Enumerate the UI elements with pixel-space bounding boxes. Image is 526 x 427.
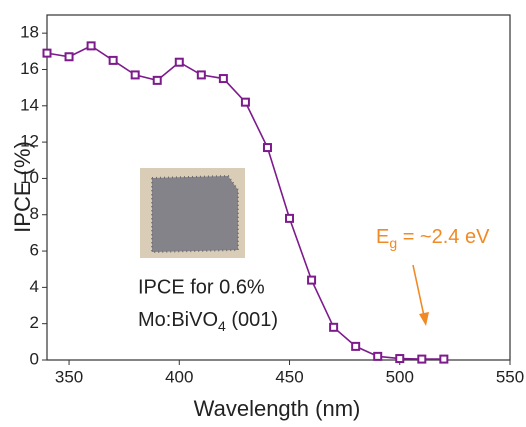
y-tick-label: 12: [20, 132, 39, 151]
gap-b: = ~2.4 eV: [397, 226, 490, 248]
x-axis-label: Wavelength (nm): [194, 396, 361, 421]
y-axis-label: IPCE (%): [10, 141, 35, 233]
material-sub: 4: [218, 318, 226, 334]
x-tick-label: 450: [275, 367, 303, 386]
arrow-head: [419, 312, 429, 326]
y-tick-label: 10: [20, 168, 39, 187]
sample-photo: [140, 168, 245, 258]
data-point: [218, 74, 228, 84]
data-point: [417, 354, 427, 364]
data-point: [351, 341, 361, 351]
data-point: [395, 354, 405, 364]
material-a: Mo:BiVO: [138, 309, 218, 331]
data-point: [285, 213, 295, 223]
data-point: [439, 354, 449, 364]
data-point: [64, 52, 74, 62]
arrow-shaft: [412, 264, 425, 317]
data-point: [174, 57, 184, 67]
sample-label: IPCE for 0.6%: [138, 276, 265, 298]
data-point: [42, 48, 52, 58]
y-tick-label: 14: [20, 95, 39, 114]
y-tick-label: 6: [30, 241, 39, 260]
material-b: (001): [226, 309, 278, 331]
data-point: [86, 41, 96, 51]
band-gap-label: Eg = ~2.4 eV: [376, 226, 490, 250]
data-point: [108, 55, 118, 65]
y-tick-label: 8: [30, 204, 39, 223]
gap-a: E: [376, 226, 389, 248]
y-tick-label: 18: [20, 23, 39, 42]
data-point: [329, 322, 339, 332]
data-point: [373, 351, 383, 361]
y-tick-label: 16: [20, 59, 39, 78]
y-tick-label: 2: [30, 313, 39, 332]
data-point: [240, 97, 250, 107]
data-point: [262, 143, 272, 153]
y-tick-label: 0: [30, 349, 39, 368]
data-point: [307, 275, 317, 285]
data-point: [152, 75, 162, 85]
plot-frame: [46, 14, 511, 361]
x-tick-label: 550: [496, 367, 524, 386]
y-tick-label: 4: [30, 277, 39, 296]
x-tick-label: 400: [165, 367, 193, 386]
gap-sub: g: [389, 235, 397, 251]
x-tick-label: 350: [55, 367, 83, 386]
x-tick-label: 500: [386, 367, 414, 386]
data-point: [130, 70, 140, 80]
sample-material: Mo:BiVO4 (001): [138, 309, 278, 333]
data-point: [196, 70, 206, 80]
